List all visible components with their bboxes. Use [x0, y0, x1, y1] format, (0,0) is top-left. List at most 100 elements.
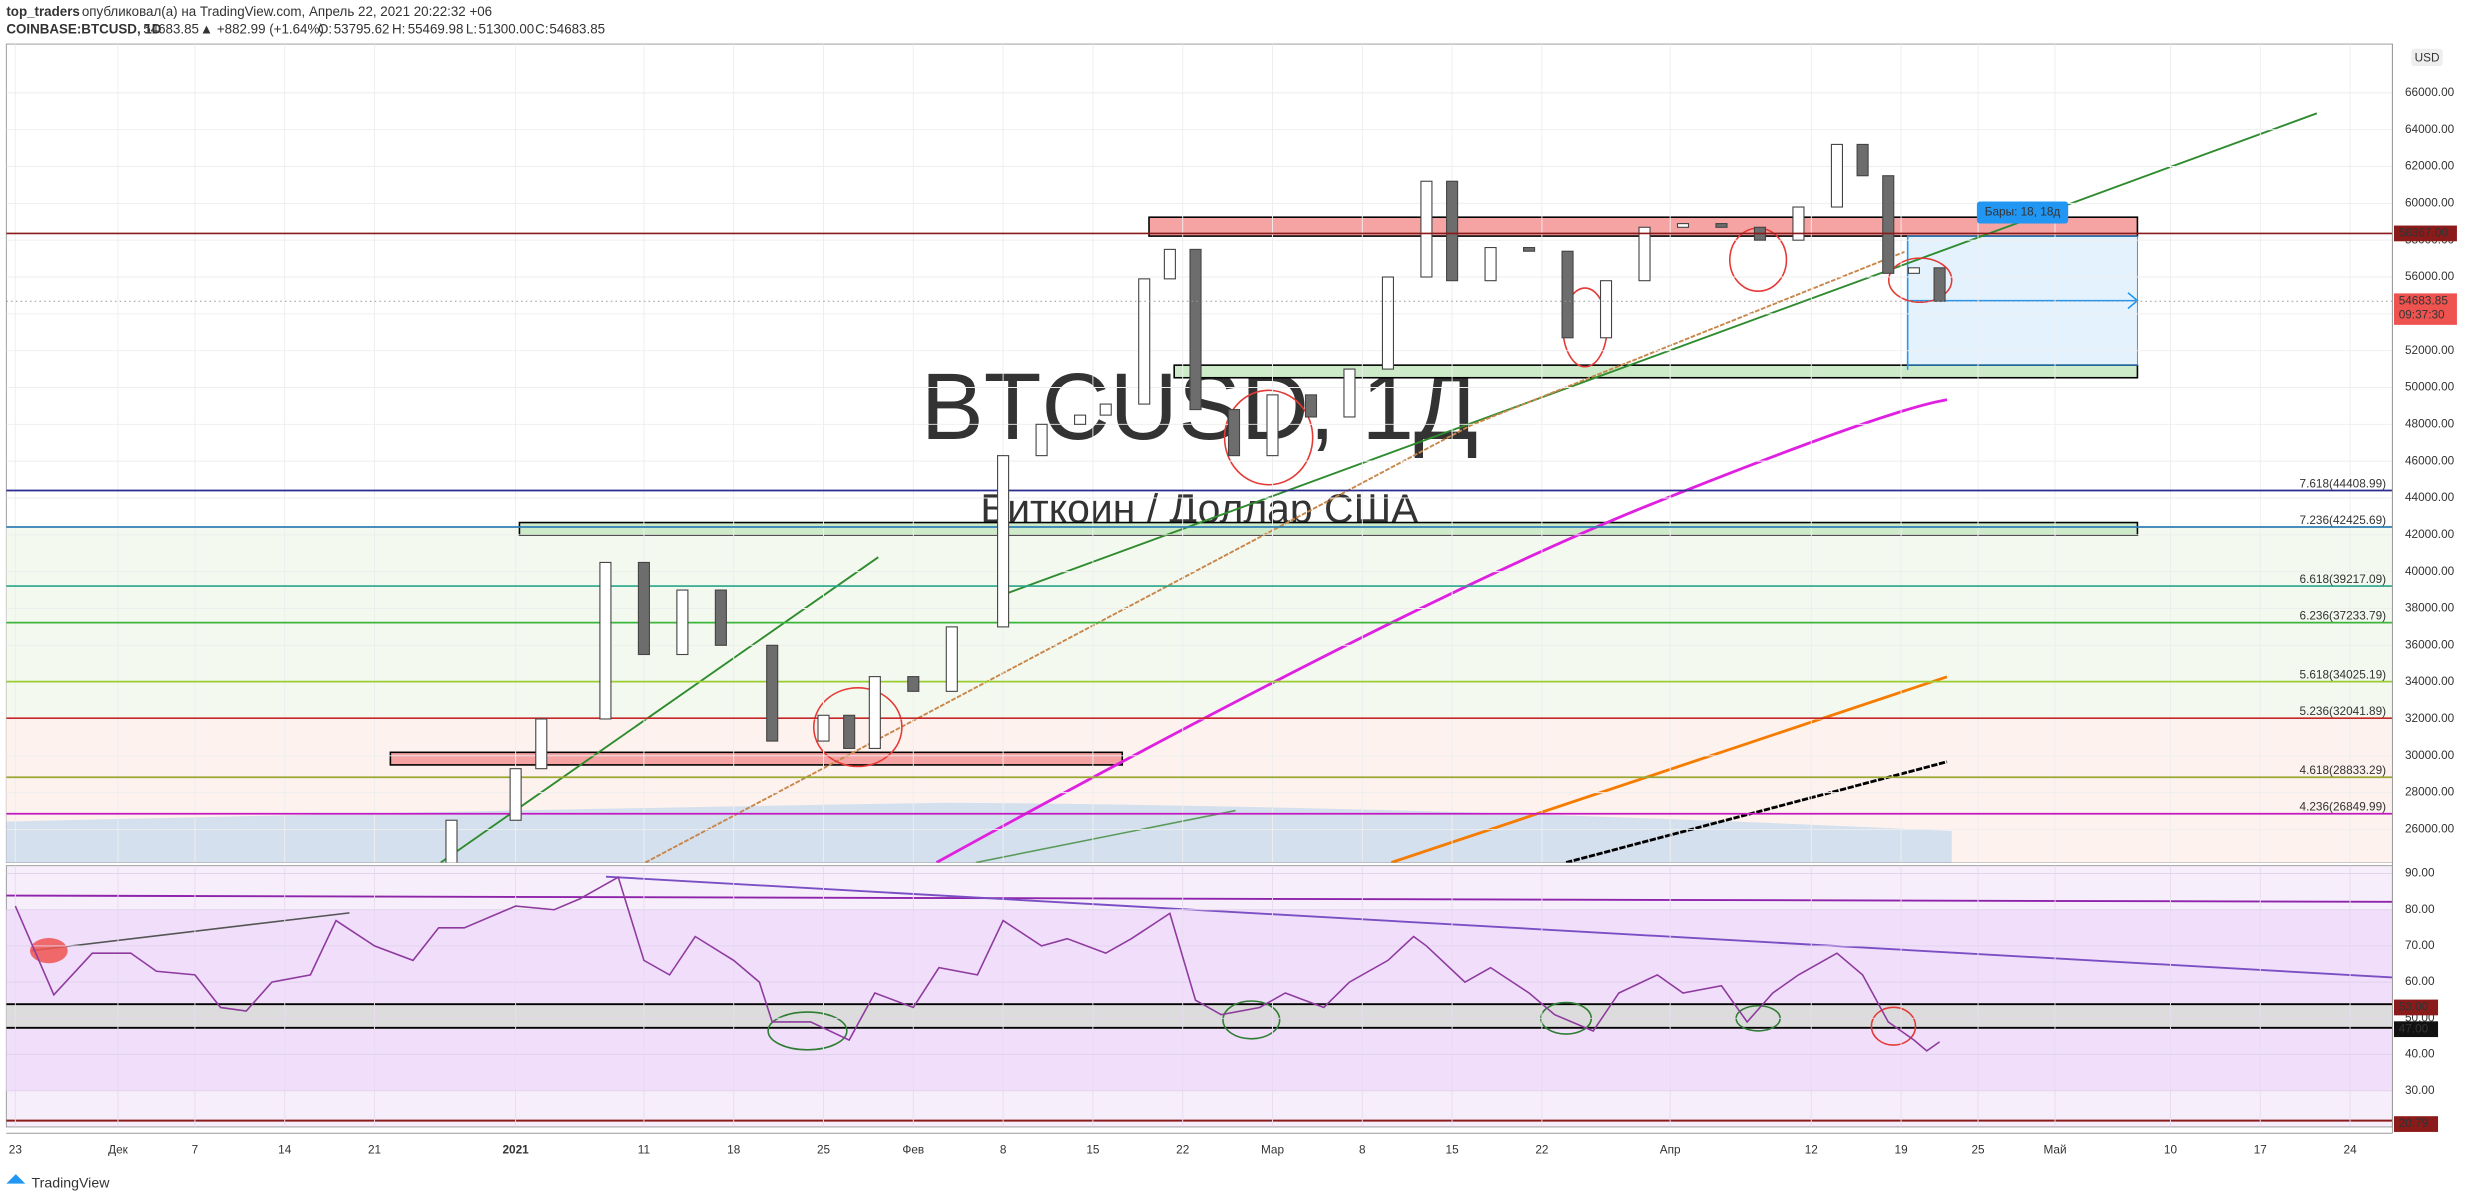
mark — [29, 938, 68, 964]
last: 54683.85 — [143, 21, 199, 36]
x-tick-label: 11 — [638, 1143, 650, 1157]
o-label: O: — [318, 21, 332, 36]
y-tick-label: 42000.00 — [2405, 527, 2455, 541]
x-tick-label: 21 — [368, 1143, 381, 1157]
candle — [535, 718, 548, 770]
rsi-tick-label: 80.00 — [2405, 902, 2435, 916]
y-tick-label: 44000.00 — [2405, 490, 2455, 504]
zone — [389, 751, 1124, 766]
candle — [1035, 423, 1048, 457]
low: 51300.00 — [479, 21, 535, 36]
x-tick-label: 14 — [278, 1143, 292, 1157]
x-tick-label: 15 — [1086, 1143, 1100, 1157]
candle — [1561, 250, 1574, 339]
y-tick-label: 64000.00 — [2405, 122, 2455, 136]
x-tick-label: 8 — [1000, 1143, 1007, 1157]
candle — [1099, 403, 1112, 416]
rsi-tick-label: 30.00 — [2405, 1083, 2435, 1097]
candle — [945, 626, 958, 692]
candle — [997, 455, 1010, 628]
change: ▲ +882.99 (+1.64%) — [200, 21, 324, 36]
price-badge — [2393, 293, 2457, 325]
logo — [6, 1174, 26, 1184]
candle — [1523, 246, 1536, 252]
candle — [1830, 143, 1843, 208]
rsi-badge — [2393, 999, 2439, 1016]
candle — [1189, 248, 1202, 411]
y-tick-label: 48000.00 — [2405, 416, 2455, 430]
candle — [1304, 394, 1318, 418]
candle — [1163, 248, 1176, 280]
rsi-badge-label: 47.00 — [2399, 1021, 2429, 1035]
x-tick-label: 10 — [2164, 1143, 2178, 1157]
y-tick-label: 34000.00 — [2405, 674, 2455, 688]
y-tick-label: 62000.00 — [2405, 159, 2455, 173]
x-tick-label: 18 — [727, 1143, 741, 1157]
rsi-line — [14, 875, 1941, 1052]
fib-label: 6.618(39217.09) — [2300, 572, 2387, 586]
candle — [1907, 267, 1920, 274]
x-tick-label: 7 — [192, 1143, 199, 1157]
y-tick-label: 60000.00 — [2405, 195, 2455, 209]
x-tick-label: Фев — [902, 1143, 924, 1157]
candle — [1381, 276, 1395, 370]
x-tick-label: 19 — [1895, 1143, 1908, 1157]
price-badge — [2393, 225, 2457, 242]
candle — [637, 561, 650, 656]
zone — [518, 521, 2139, 536]
y-tick-label: 36000.00 — [2405, 637, 2455, 651]
y-tick-label: 50000.00 — [2405, 380, 2455, 394]
x-tick-label: Мар — [1261, 1143, 1285, 1157]
candle — [1266, 394, 1279, 457]
candle — [676, 589, 689, 656]
x-tick-label: 22 — [1176, 1143, 1189, 1157]
rsi-trend — [605, 875, 2393, 979]
ma — [935, 398, 1948, 863]
x-tick-label: 25 — [1971, 1143, 1985, 1157]
rsi-badge-label: 53.00 — [2399, 1000, 2429, 1014]
y-tick-label: 40000.00 — [2405, 564, 2455, 578]
x-tick-label: 2021 — [503, 1143, 530, 1157]
y-tick-label: 30000.00 — [2405, 748, 2455, 762]
symbol-line: COINBASE:BTCUSD, 1D 54683.85 ▲ +882.99 (… — [6, 21, 605, 36]
rsi-tick-label: 40.00 — [2405, 1047, 2435, 1061]
candle — [907, 676, 920, 692]
mark — [1870, 1006, 1917, 1046]
candle — [1933, 267, 1946, 302]
fib-label: 5.236(32041.89) — [2300, 704, 2387, 718]
price-plot: BTCUSD, 1Д Биткоин / Доллар США 7.618(44… — [6, 44, 2393, 863]
ma — [1390, 675, 1948, 863]
y-tick-label: 32000.00 — [2405, 711, 2455, 725]
x-tick-label: 17 — [2254, 1143, 2267, 1157]
y-tick-label: 46000.00 — [2405, 453, 2455, 467]
x-tick-label: 25 — [817, 1143, 831, 1157]
zone — [1173, 364, 2139, 379]
price-badge-sub: 09:37:30 — [2399, 308, 2445, 322]
ma — [644, 250, 1905, 863]
candle — [1227, 409, 1241, 457]
candle — [868, 676, 881, 749]
candle — [1074, 414, 1087, 425]
fib-label: 4.236(26849.99) — [2300, 800, 2387, 814]
candle — [1792, 206, 1805, 241]
rsi-tick-label: 60.00 — [2405, 974, 2435, 988]
x-tick-label: Май — [2043, 1143, 2066, 1157]
price-badge-label: 54683.85 — [2399, 293, 2449, 307]
candle — [1420, 180, 1433, 278]
x-tick-label: Апр — [1660, 1143, 1681, 1157]
measure-label-box — [1976, 201, 2069, 224]
rsi-plot — [6, 865, 2393, 1127]
fib-label: 7.618(44408.99) — [2300, 476, 2387, 490]
fib-label: 7.236(42425.69) — [2300, 513, 2387, 527]
rsi-tick-label: 70.00 — [2405, 938, 2435, 952]
rsi-badge-label: 20.79 — [2399, 1116, 2429, 1130]
candle — [1484, 246, 1497, 282]
rsi-badge — [2393, 1116, 2439, 1132]
high: 55469.98 — [408, 21, 464, 36]
candle — [1882, 175, 1895, 274]
author: top_traders — [6, 4, 80, 19]
candle — [1676, 223, 1690, 228]
candle — [1715, 223, 1728, 228]
x-tick-label: 24 — [2344, 1143, 2358, 1157]
